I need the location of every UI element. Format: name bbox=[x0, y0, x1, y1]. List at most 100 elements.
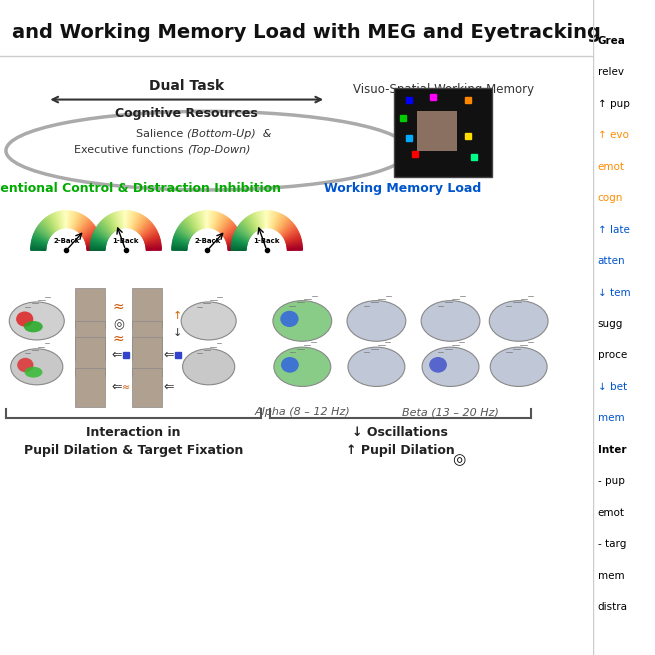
Polygon shape bbox=[86, 240, 101, 245]
Text: sugg: sugg bbox=[598, 319, 623, 329]
Polygon shape bbox=[210, 212, 214, 228]
Polygon shape bbox=[39, 225, 50, 236]
Polygon shape bbox=[87, 249, 102, 250]
Polygon shape bbox=[134, 214, 141, 230]
Polygon shape bbox=[279, 218, 288, 232]
Polygon shape bbox=[75, 214, 82, 230]
Polygon shape bbox=[288, 246, 302, 249]
Polygon shape bbox=[252, 214, 259, 229]
Polygon shape bbox=[62, 211, 65, 227]
Polygon shape bbox=[282, 224, 294, 236]
Polygon shape bbox=[102, 219, 113, 233]
Polygon shape bbox=[127, 211, 130, 227]
Polygon shape bbox=[191, 215, 198, 230]
Polygon shape bbox=[187, 217, 196, 232]
Polygon shape bbox=[143, 228, 156, 238]
Polygon shape bbox=[31, 249, 46, 250]
Polygon shape bbox=[32, 239, 47, 244]
Text: ↑: ↑ bbox=[173, 310, 183, 321]
Polygon shape bbox=[183, 221, 193, 234]
Text: Dual Task: Dual Task bbox=[149, 79, 224, 93]
FancyBboxPatch shape bbox=[394, 88, 492, 177]
Polygon shape bbox=[232, 243, 246, 247]
Polygon shape bbox=[94, 231, 107, 240]
Polygon shape bbox=[39, 224, 51, 236]
Polygon shape bbox=[175, 233, 189, 241]
Polygon shape bbox=[60, 212, 64, 228]
Polygon shape bbox=[119, 212, 122, 228]
Polygon shape bbox=[37, 228, 49, 238]
Polygon shape bbox=[201, 212, 204, 228]
Ellipse shape bbox=[181, 302, 236, 340]
Polygon shape bbox=[43, 221, 53, 233]
Polygon shape bbox=[34, 233, 48, 241]
Text: ↑ pup: ↑ pup bbox=[598, 99, 629, 109]
Polygon shape bbox=[135, 215, 143, 230]
Polygon shape bbox=[82, 225, 94, 236]
Polygon shape bbox=[284, 230, 298, 239]
Polygon shape bbox=[80, 221, 90, 233]
Polygon shape bbox=[77, 217, 86, 231]
Polygon shape bbox=[256, 212, 261, 229]
FancyBboxPatch shape bbox=[132, 368, 162, 407]
Polygon shape bbox=[264, 211, 266, 227]
Polygon shape bbox=[180, 224, 192, 236]
Ellipse shape bbox=[422, 347, 479, 386]
Polygon shape bbox=[83, 226, 95, 236]
Polygon shape bbox=[114, 213, 120, 229]
Polygon shape bbox=[90, 248, 105, 250]
Polygon shape bbox=[223, 225, 235, 236]
Polygon shape bbox=[181, 223, 193, 235]
Polygon shape bbox=[222, 222, 233, 234]
Polygon shape bbox=[146, 245, 161, 248]
Polygon shape bbox=[136, 215, 143, 231]
Polygon shape bbox=[221, 221, 233, 234]
Polygon shape bbox=[31, 245, 46, 248]
Polygon shape bbox=[71, 212, 75, 228]
Polygon shape bbox=[238, 227, 250, 237]
Polygon shape bbox=[202, 211, 205, 228]
Polygon shape bbox=[131, 212, 136, 229]
Polygon shape bbox=[206, 211, 207, 227]
Text: distra: distra bbox=[598, 602, 627, 612]
Polygon shape bbox=[288, 249, 303, 250]
Polygon shape bbox=[208, 211, 210, 227]
Polygon shape bbox=[101, 221, 111, 234]
Polygon shape bbox=[102, 221, 112, 233]
Polygon shape bbox=[121, 211, 123, 228]
Polygon shape bbox=[226, 233, 240, 240]
Polygon shape bbox=[116, 212, 121, 228]
Polygon shape bbox=[285, 233, 299, 240]
Ellipse shape bbox=[429, 357, 447, 373]
Polygon shape bbox=[233, 236, 248, 243]
Polygon shape bbox=[221, 219, 231, 233]
Polygon shape bbox=[287, 243, 302, 247]
Polygon shape bbox=[287, 242, 302, 246]
Polygon shape bbox=[67, 211, 68, 227]
Polygon shape bbox=[228, 249, 243, 250]
Polygon shape bbox=[231, 248, 246, 250]
Polygon shape bbox=[143, 229, 156, 238]
Polygon shape bbox=[274, 214, 282, 229]
Polygon shape bbox=[231, 246, 246, 249]
Polygon shape bbox=[227, 234, 240, 242]
Polygon shape bbox=[138, 218, 147, 232]
Polygon shape bbox=[223, 224, 234, 236]
Polygon shape bbox=[200, 212, 204, 228]
Polygon shape bbox=[90, 245, 105, 248]
Polygon shape bbox=[212, 212, 217, 228]
Polygon shape bbox=[181, 222, 193, 234]
Polygon shape bbox=[176, 231, 189, 240]
FancyBboxPatch shape bbox=[132, 321, 162, 360]
Polygon shape bbox=[287, 240, 301, 245]
Polygon shape bbox=[192, 214, 199, 230]
Text: Visuo-Spatial Working Memory: Visuo-Spatial Working Memory bbox=[353, 83, 534, 96]
Polygon shape bbox=[270, 212, 273, 228]
Polygon shape bbox=[52, 214, 58, 229]
Polygon shape bbox=[197, 212, 202, 229]
Polygon shape bbox=[281, 221, 291, 234]
Polygon shape bbox=[278, 217, 286, 231]
Polygon shape bbox=[284, 228, 297, 238]
Polygon shape bbox=[214, 213, 220, 229]
Polygon shape bbox=[144, 233, 158, 240]
